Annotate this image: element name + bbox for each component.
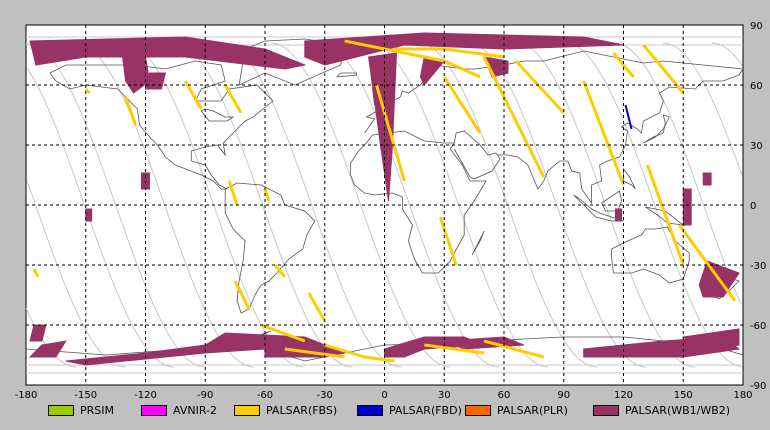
fbs-track: [124, 96, 137, 126]
x-tick-label: -120: [134, 390, 157, 399]
fbs-track: [483, 339, 545, 359]
y-tick-label: 60: [750, 81, 763, 92]
wb-swath: [65, 332, 325, 366]
x-tick-label: -60: [257, 390, 273, 399]
x-tick-label: 0: [381, 390, 387, 399]
fbs-track: [582, 80, 625, 186]
legend-label: PRSIM: [80, 403, 114, 417]
orbit-track: [25, 42, 206, 368]
legend-item-fbd: PALSAR(FBD): [357, 403, 462, 417]
wb-swath: [121, 48, 151, 94]
y-axis-ticks: 90 60 30 0 -30 -60 -90: [750, 21, 766, 392]
fbs-track: [233, 280, 251, 310]
legend-label: PALSAR(PLR): [497, 403, 568, 417]
y-tick-label: 30: [750, 141, 763, 152]
fbs-track: [260, 323, 306, 343]
coastline: [453, 130, 501, 180]
fbs-track: [324, 343, 395, 363]
coastline: [601, 190, 622, 212]
fbs-track: [223, 84, 243, 114]
legend-item-fbs: PALSAR(FBS): [234, 403, 337, 417]
fbs-track: [183, 80, 203, 110]
fbs-track: [284, 347, 345, 359]
x-tick-label: -30: [317, 390, 333, 399]
wb-swath: [702, 172, 712, 186]
x-tick-label: -90: [197, 390, 213, 399]
coastline: [573, 194, 624, 222]
legend: PRSIM AVNIR-2 PALSAR(FBS) PALSAR(FBD) PALSAR…: [0, 399, 770, 421]
x-tick-label: 120: [614, 390, 633, 399]
x-tick-label: 180: [733, 390, 752, 399]
fbs-track: [32, 268, 40, 278]
y-tick-label: -90: [750, 381, 766, 392]
wb-swath: [29, 36, 307, 70]
wb-swath: [682, 328, 740, 354]
fbs-track: [645, 164, 685, 266]
legend-label: PALSAR(FBD): [389, 403, 462, 417]
wb-swath: [29, 324, 47, 342]
fbs-track: [514, 59, 565, 115]
fbs-track: [84, 87, 91, 95]
palsar-fbs-tracks: [32, 39, 737, 363]
fbs-track: [263, 188, 271, 202]
coastline: [643, 114, 670, 144]
coastline: [471, 230, 485, 256]
x-tick-label: 30: [438, 390, 451, 399]
y-tick-label: -60: [750, 321, 766, 332]
y-tick-label: -30: [750, 261, 766, 272]
x-tick-label: -150: [74, 390, 97, 399]
legend-swatch: [465, 404, 491, 416]
coastline: [350, 130, 487, 274]
legend-item-avnir2: AVNIR-2: [141, 403, 217, 417]
y-tick-label: 0: [750, 201, 756, 212]
fbs-track: [375, 84, 406, 182]
fbs-track: [227, 180, 239, 206]
coastline: [611, 226, 690, 284]
fbs-track: [273, 264, 287, 278]
wb-swath: [28, 340, 67, 358]
legend-item-plr: PALSAR(PLR): [465, 403, 568, 417]
fbs-track: [424, 343, 485, 355]
legend-swatch: [141, 404, 167, 416]
wb-swath: [144, 72, 167, 90]
coastline: [200, 108, 235, 122]
fbs-track: [438, 216, 458, 266]
legend-label: PALSAR(FBS): [266, 403, 338, 417]
x-tick-label: 60: [498, 390, 511, 399]
y-tick-label: 90: [750, 21, 763, 32]
legend-swatch: [48, 404, 74, 416]
fbs-track: [443, 76, 482, 134]
palsar-fbd-tracks: [624, 104, 633, 130]
coastline: [645, 206, 685, 226]
fbs-track: [482, 56, 546, 178]
fbd-track: [624, 104, 633, 130]
legend-swatch: [234, 404, 260, 416]
coastline: [336, 72, 357, 78]
legend-swatch: [357, 404, 383, 416]
legend-label: PALSAR(WB1/WB2): [625, 403, 731, 417]
legend-swatch: [593, 404, 619, 416]
x-tick-label: -180: [15, 390, 38, 399]
wb-swath: [615, 208, 622, 222]
fbs-track: [678, 224, 737, 302]
coastline: [224, 182, 316, 314]
wb-swath: [682, 188, 692, 226]
x-tick-label: 90: [557, 390, 570, 399]
fbs-track: [307, 292, 327, 322]
wb-swath: [368, 52, 398, 202]
grid-lines: [26, 25, 743, 385]
x-axis-ticks: -180 -150 -120 -90 -60 -30 0 30 60 90 120 150 180: [15, 390, 753, 399]
legend-label: AVNIR-2: [173, 403, 217, 417]
x-tick-label: 150: [674, 390, 693, 399]
legend-item-prism: PRSIM: [48, 403, 114, 417]
palsar-wb-swaths: [28, 32, 741, 366]
fbs-track: [344, 39, 481, 79]
coverage-map: -180 -150 -120 -90 -60 -30 0 30 60 90 120 150 180 90…: [15, 21, 767, 399]
wb-swath: [85, 208, 93, 222]
fbs-track: [612, 52, 635, 78]
legend-item-wb: PALSAR(WB1/WB2): [593, 403, 730, 417]
